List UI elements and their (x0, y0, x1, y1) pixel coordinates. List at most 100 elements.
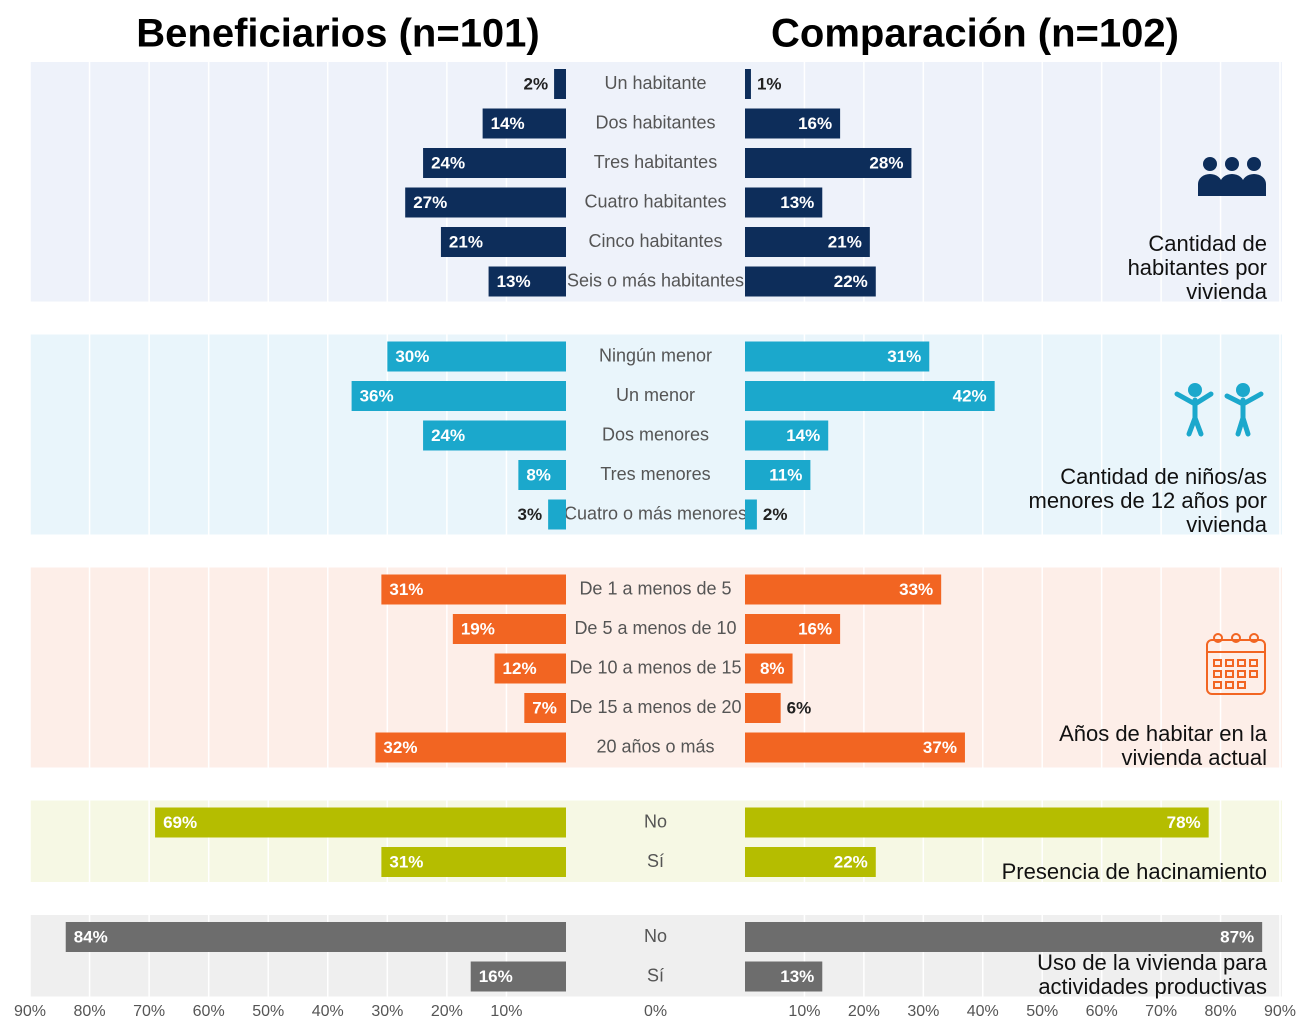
category-label: Tres habitantes (594, 152, 717, 172)
data-label: 13% (780, 193, 814, 212)
category-label: Dos habitantes (595, 112, 715, 132)
category-label: Un habitante (604, 73, 706, 93)
group-label: Años de habitar en la vivienda actual (1059, 720, 1267, 770)
group-background (30, 62, 1282, 302)
data-label: 30% (395, 347, 429, 366)
bar (745, 381, 995, 411)
bar (745, 847, 876, 877)
x-tick-label: 50% (252, 1003, 284, 1020)
bar (155, 807, 567, 838)
bar (745, 653, 793, 684)
category-label: Ningún menor (599, 345, 712, 365)
data-label: 32% (383, 738, 417, 757)
data-label: 36% (360, 386, 394, 405)
data-label: 16% (798, 619, 832, 638)
x-tick-label: 30% (907, 1003, 939, 1020)
category-label: Seis o más habitantes (567, 270, 744, 290)
marks: Un habitante 2% 1% Dos habitantes 14% 16% Tres… (14, 69, 1296, 1020)
category-label: Un menor (616, 385, 695, 405)
data-label: 8% (526, 465, 551, 484)
data-label: 78% (1167, 813, 1201, 832)
bar (745, 187, 823, 218)
data-label: 22% (834, 852, 868, 871)
x-tick-label: 10% (490, 1003, 522, 1020)
data-label: 2% (524, 74, 549, 93)
data-label: 1% (757, 74, 782, 93)
bar (423, 148, 566, 178)
x-tick-label: 70% (1145, 1003, 1177, 1020)
category-label: Sí (647, 965, 664, 985)
bar (745, 499, 757, 530)
group-background (30, 334, 1282, 535)
bar (381, 847, 566, 877)
x-tick-label: 70% (133, 1003, 165, 1020)
x-tick-label: 20% (848, 1003, 880, 1020)
bar (452, 614, 566, 644)
x-tick-label: 90% (1264, 1003, 1296, 1020)
bar (494, 653, 566, 684)
bar (488, 266, 566, 297)
category-label: Cinco habitantes (588, 231, 722, 251)
data-label: 24% (431, 153, 465, 172)
data-label: 31% (389, 580, 423, 599)
data-label: 3% (518, 505, 543, 524)
data-label: 21% (449, 232, 483, 251)
bar (554, 69, 566, 99)
category-label: Tres menores (600, 464, 710, 484)
category-label: No (644, 811, 667, 831)
bar (470, 961, 566, 992)
bar (745, 961, 823, 992)
icon-calendar (1206, 633, 1266, 695)
data-label: 12% (503, 659, 537, 678)
data-label: 31% (389, 852, 423, 871)
bar (440, 227, 566, 257)
bar (745, 108, 841, 139)
x-tick-label: 90% (14, 1003, 46, 1020)
bar (482, 108, 566, 139)
bar (745, 69, 751, 99)
bar (405, 187, 566, 218)
icon-children (1174, 383, 1264, 437)
x-tick-label: 80% (74, 1003, 106, 1020)
data-label: 13% (497, 272, 531, 291)
group-label: Presencia de hacinamiento (1001, 859, 1267, 884)
bar (524, 693, 566, 723)
data-label: 33% (899, 580, 933, 599)
bar (745, 460, 811, 490)
bar (745, 732, 965, 763)
x-tick-label: 30% (371, 1003, 403, 1020)
x-tick-label: 60% (1086, 1003, 1118, 1020)
bar (745, 266, 876, 297)
x-tick-label: 10% (788, 1003, 820, 1020)
bar (745, 693, 781, 723)
bar (381, 574, 566, 605)
x-tick-label: 40% (967, 1003, 999, 1020)
bar (745, 420, 829, 451)
bar (518, 460, 566, 490)
group-label: Cantidad de niños/as menores de 12 años … (1028, 463, 1268, 537)
bar (745, 227, 870, 257)
data-label: 14% (491, 114, 525, 133)
data-label: 31% (887, 347, 921, 366)
data-label: 22% (834, 272, 868, 291)
bar (423, 420, 566, 451)
data-label: 6% (787, 698, 812, 717)
x-tick-label: 40% (312, 1003, 344, 1020)
data-label: 28% (869, 153, 903, 172)
group-label: Cantidad de habitantes por vivienda (1127, 230, 1267, 304)
category-label: Cuatro habitantes (584, 191, 726, 211)
bar (548, 499, 566, 530)
data-label: 37% (923, 738, 957, 757)
bar (745, 574, 942, 605)
category-label: De 5 a menos de 10 (574, 618, 736, 638)
data-label: 14% (786, 426, 820, 445)
bar (745, 148, 912, 178)
bar (745, 922, 1263, 952)
category-label: Dos menores (602, 424, 709, 444)
group-background (30, 567, 1282, 768)
grid (29, 62, 1281, 997)
data-label: 2% (763, 505, 788, 524)
data-label: 7% (532, 698, 557, 717)
data-label: 8% (760, 659, 785, 678)
